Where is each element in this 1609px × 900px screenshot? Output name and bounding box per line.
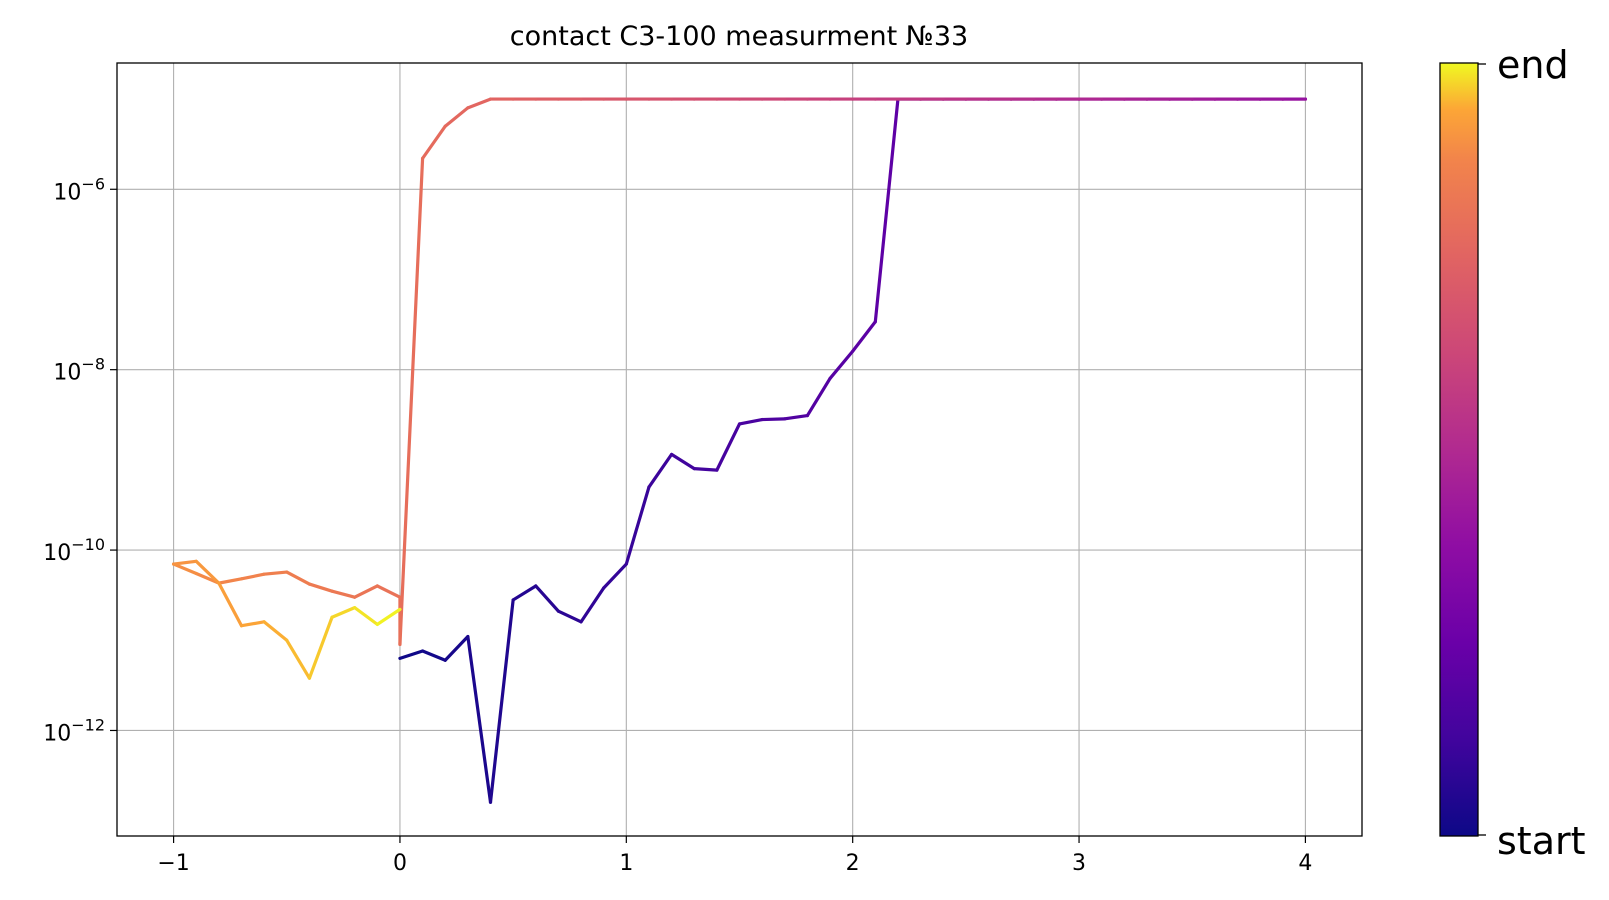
- colorbar-max-label: end: [1497, 43, 1569, 87]
- data-line-segment: [737, 417, 764, 426]
- data-line-segment: [171, 559, 198, 566]
- data-line-segment: [330, 606, 357, 619]
- x-axis: −1 0 1 2 3 4: [157, 836, 1312, 876]
- data-line-segment: [579, 586, 606, 624]
- data-series: [171, 97, 1308, 804]
- data-line-segment: [647, 452, 674, 489]
- data-line-segment: [873, 97, 900, 324]
- chart-title: contact C3-100 measurment №33: [510, 21, 968, 52]
- data-line-segment: [760, 417, 787, 422]
- data-line-segment: [466, 634, 493, 804]
- colorbar-gradient: [1439, 62, 1479, 837]
- data-line-segment: [488, 598, 515, 804]
- data-line-segment: [828, 349, 855, 381]
- data-line-segment: [398, 649, 425, 660]
- y-axis: 10−6 10−8 10−10 10−12: [43, 174, 117, 746]
- x-tick-label: 3: [1072, 851, 1086, 876]
- data-line-segment: [851, 320, 877, 353]
- data-line-segment: [534, 584, 561, 613]
- data-line-segment: [285, 638, 312, 680]
- plot-frame: [116, 62, 1363, 837]
- data-line-segment: [805, 376, 832, 418]
- data-line-segment: [217, 577, 244, 585]
- data-line-segment: [171, 562, 198, 576]
- data-line-segment: [420, 124, 447, 160]
- x-tick-label: 2: [846, 851, 860, 876]
- y-tick-label: 10−10: [43, 535, 105, 566]
- colorbar-min-label: start: [1497, 819, 1586, 863]
- data-line-segment: [556, 609, 583, 624]
- data-line-segment: [353, 606, 379, 626]
- y-tick-label: 10−6: [53, 174, 105, 205]
- data-line-segment: [692, 467, 719, 472]
- y-tick-label: 10−8: [53, 355, 105, 386]
- colorbar: end start: [1439, 43, 1586, 863]
- data-line-segment: [307, 615, 334, 680]
- x-tick-label: 4: [1298, 851, 1312, 876]
- data-line-segment: [285, 570, 312, 586]
- data-line-segment: [443, 634, 470, 662]
- data-line-segment: [443, 106, 470, 128]
- data-line-segment: [715, 422, 742, 472]
- data-line-segment: [669, 452, 696, 471]
- x-tick-label: 1: [619, 851, 633, 876]
- data-line-segment: [239, 620, 266, 628]
- data-line-segment: [602, 562, 628, 590]
- data-line-segment: [353, 584, 379, 599]
- data-line-segment: [624, 485, 651, 566]
- data-line-segment: [330, 589, 357, 599]
- data-line-segment: [375, 584, 402, 599]
- data-line-segment: [420, 649, 447, 662]
- data-line-segment: [194, 559, 221, 585]
- data-line-segment: [262, 620, 289, 642]
- data-line-segment: [511, 584, 538, 602]
- data-line-segment: [262, 570, 289, 576]
- data-line-segment: [466, 97, 493, 110]
- data-line-segment: [375, 607, 402, 626]
- data-line-segment: [307, 582, 334, 593]
- y-tick-label: 10−12: [43, 715, 105, 746]
- grid: [117, 63, 1362, 836]
- x-tick-label: −1: [157, 851, 189, 876]
- x-tick-label: 0: [393, 851, 407, 876]
- data-line-segment: [217, 581, 244, 628]
- data-line-segment: [398, 156, 425, 647]
- data-line-segment: [783, 413, 810, 421]
- data-line-segment: [239, 572, 266, 581]
